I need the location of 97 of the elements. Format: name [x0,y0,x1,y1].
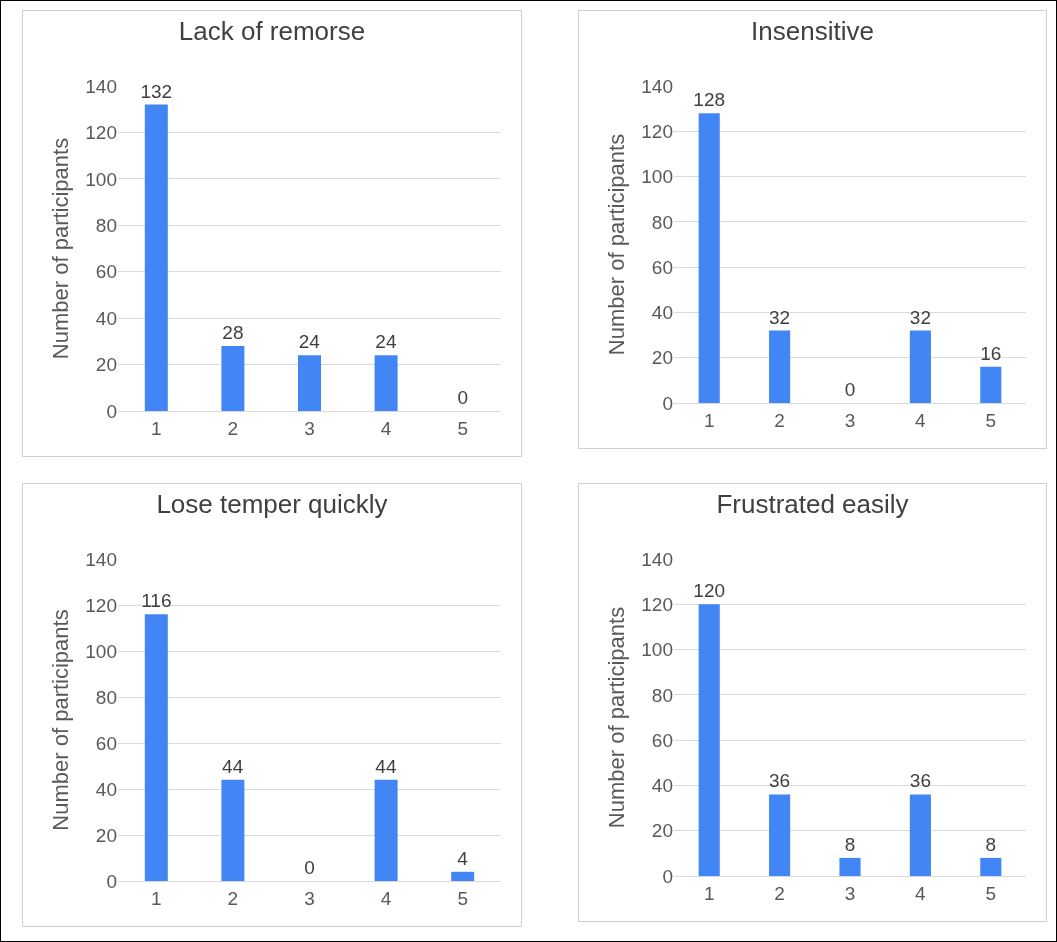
data-label: 120 [693,580,726,602]
y-axis-title: Number of participants [604,133,630,356]
y-tick-label: 40 [651,302,673,324]
y-axis-title: Number of participants [48,137,74,360]
x-tick-label: 1 [703,882,715,904]
bar [451,871,475,881]
x-tick-label: 2 [227,887,239,909]
bar [221,779,245,881]
x-tick-label: 1 [151,887,162,909]
y-tick-label: 20 [651,347,673,369]
x-tick-label: 4 [915,409,927,431]
y-tick-label: 60 [651,256,673,278]
x-tick-label: 3 [304,887,315,909]
y-tick-label: 20 [95,824,117,846]
y-tick-label: 0 [106,400,117,422]
x-tick-label: 2 [774,409,785,431]
y-tick-label: 40 [95,307,117,329]
data-label: 24 [298,331,321,353]
x-tick-label: 2 [774,882,785,904]
chart-title: Lose temper quickly [156,489,388,520]
data-label: 128 [693,89,726,111]
data-label: 8 [844,833,856,855]
y-tick-label: 140 [85,75,117,97]
data-label: 44 [375,755,397,777]
bar [374,779,398,881]
x-tick-label: 1 [703,409,715,431]
data-label: 36 [909,770,931,792]
y-axis-title: Number of participants [604,606,630,829]
x-tick-label: 2 [227,417,239,439]
x-tick-label: 3 [844,409,856,431]
chart-title: Frustrated easily [716,489,909,520]
x-tick-label: 4 [380,887,392,909]
x-tick-label: 4 [915,882,927,904]
y-tick-label: 100 [85,168,117,190]
bar [144,104,168,411]
y-tick-label: 100 [641,166,673,188]
bar [698,604,720,876]
y-tick-label: 120 [641,593,673,615]
y-tick-label: 120 [641,120,673,142]
y-tick-label: 60 [95,732,117,754]
bar [769,330,791,403]
data-label: 8 [985,833,997,855]
bar [698,113,720,403]
y-tick-label: 120 [85,122,117,144]
y-tick-label: 140 [85,548,117,570]
bar [909,794,931,876]
y-tick-label: 20 [95,354,117,376]
data-label: 28 [222,322,244,343]
y-tick-label: 60 [95,261,117,283]
bar [839,857,861,876]
chart-title: Insensitive [751,16,874,47]
x-tick-label: 5 [985,882,997,904]
x-tick-label: 4 [380,417,392,439]
bar [980,857,1002,876]
bar [221,346,245,411]
y-tick-label: 0 [662,865,673,887]
y-tick-label: 40 [95,778,117,800]
data-label: 16 [980,342,1002,364]
data-label: 0 [457,387,468,408]
bar [909,330,931,403]
y-axis-title: Number of participants [48,609,74,831]
data-label: 24 [375,331,397,353]
y-tick-label: 100 [641,639,673,661]
bar [298,355,321,411]
y-tick-label: 80 [651,684,673,706]
x-tick-label: 5 [985,409,997,431]
chart-title: Lack of remorse [178,16,366,47]
data-label: 116 [141,590,172,612]
data-label: 36 [769,770,791,792]
x-tick-label: 3 [844,882,856,904]
y-tick-label: 0 [662,392,673,414]
data-label: 32 [909,306,931,328]
bar [980,366,1002,403]
y-tick-label: 80 [651,211,673,233]
bar [144,614,168,881]
y-tick-label: 40 [651,775,673,797]
y-tick-label: 20 [651,820,673,842]
y-tick-label: 80 [95,214,117,236]
data-label: 0 [844,379,856,400]
data-label: 0 [304,857,315,878]
x-tick-label: 3 [304,417,315,439]
y-tick-label: 140 [641,548,673,570]
x-tick-label: 5 [457,417,468,439]
y-tick-label: 120 [85,594,117,616]
x-tick-label: 1 [151,417,162,439]
y-tick-label: 100 [85,640,117,662]
y-tick-label: 140 [641,75,673,97]
y-tick-label: 80 [95,686,117,708]
bar [374,355,398,411]
y-tick-label: 60 [651,729,673,751]
data-label: 4 [457,847,469,869]
data-label: 44 [222,755,244,777]
data-label: 32 [769,306,791,328]
x-tick-label: 5 [457,887,468,909]
bar [769,794,791,876]
data-label: 132 [140,80,173,102]
y-tick-label: 0 [106,870,117,892]
